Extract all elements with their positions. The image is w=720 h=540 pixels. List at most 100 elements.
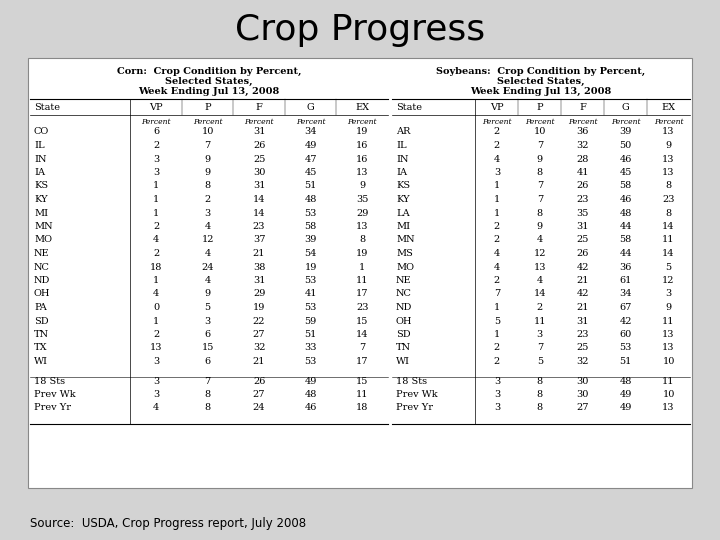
Text: 48: 48: [305, 195, 317, 204]
Text: 3: 3: [494, 403, 500, 413]
Text: 8: 8: [204, 390, 211, 399]
Text: 21: 21: [253, 249, 266, 258]
Text: Percent: Percent: [568, 118, 598, 126]
Text: Percent: Percent: [296, 118, 325, 126]
Text: 32: 32: [577, 357, 589, 366]
Text: 4: 4: [494, 249, 500, 258]
Text: ND: ND: [34, 276, 50, 285]
Text: 13: 13: [534, 262, 546, 272]
Text: 10: 10: [662, 390, 675, 399]
Text: 4: 4: [536, 276, 543, 285]
Text: Percent: Percent: [348, 118, 377, 126]
Text: 25: 25: [577, 343, 589, 353]
Text: 7: 7: [494, 289, 500, 299]
Text: 25: 25: [577, 235, 589, 245]
Text: 23: 23: [253, 222, 266, 231]
Text: 15: 15: [202, 343, 214, 353]
Text: 13: 13: [150, 343, 162, 353]
Text: Percent: Percent: [654, 118, 683, 126]
Text: 16: 16: [356, 141, 369, 150]
Text: 2: 2: [153, 222, 159, 231]
Text: MS: MS: [396, 249, 413, 258]
Text: 13: 13: [662, 154, 675, 164]
Text: 33: 33: [305, 343, 317, 353]
Text: Prev Wk: Prev Wk: [396, 390, 438, 399]
Text: 4: 4: [494, 262, 500, 272]
Text: 8: 8: [536, 376, 543, 386]
Text: IN: IN: [396, 154, 408, 164]
Text: WI: WI: [34, 357, 48, 366]
Text: 2: 2: [494, 357, 500, 366]
Text: 0: 0: [153, 303, 159, 312]
Text: 9: 9: [204, 168, 211, 177]
Text: 14: 14: [662, 249, 675, 258]
Text: 3: 3: [153, 376, 159, 386]
Text: 7: 7: [204, 376, 211, 386]
Text: 9: 9: [536, 154, 543, 164]
Text: 21: 21: [577, 303, 589, 312]
Text: 9: 9: [204, 154, 211, 164]
Text: 53: 53: [619, 343, 632, 353]
Text: 39: 39: [305, 235, 317, 245]
Text: 4: 4: [536, 235, 543, 245]
Text: 5: 5: [536, 357, 543, 366]
Text: 26: 26: [253, 376, 265, 386]
Text: TN: TN: [396, 343, 411, 353]
Text: 11: 11: [534, 316, 546, 326]
Text: KY: KY: [396, 195, 410, 204]
Text: 3: 3: [494, 168, 500, 177]
Text: 3: 3: [204, 316, 211, 326]
Text: 29: 29: [253, 289, 265, 299]
Text: Selected States,: Selected States,: [498, 77, 585, 85]
Text: 35: 35: [577, 208, 589, 218]
Text: 5: 5: [494, 316, 500, 326]
Text: Percent: Percent: [244, 118, 274, 126]
Text: 4: 4: [494, 154, 500, 164]
Text: 45: 45: [619, 168, 632, 177]
Text: MO: MO: [396, 262, 414, 272]
Text: 51: 51: [619, 357, 632, 366]
Text: 5: 5: [665, 262, 672, 272]
Text: 60: 60: [619, 330, 631, 339]
Text: 14: 14: [356, 330, 369, 339]
Text: 37: 37: [253, 235, 266, 245]
Text: 2: 2: [153, 330, 159, 339]
Text: IL: IL: [34, 141, 45, 150]
Text: 17: 17: [356, 357, 369, 366]
Text: 11: 11: [356, 276, 369, 285]
Text: 13: 13: [356, 222, 369, 231]
Text: 59: 59: [305, 316, 317, 326]
Text: 31: 31: [253, 181, 266, 191]
Text: Percent: Percent: [611, 118, 641, 126]
Text: 31: 31: [577, 222, 589, 231]
Text: Prev Wk: Prev Wk: [34, 390, 76, 399]
Text: 29: 29: [356, 208, 369, 218]
Text: 19: 19: [305, 262, 317, 272]
Text: 30: 30: [253, 168, 265, 177]
Text: 10: 10: [534, 127, 546, 137]
Text: MO: MO: [34, 235, 52, 245]
Text: 58: 58: [619, 235, 631, 245]
Text: 35: 35: [356, 195, 369, 204]
Text: VP: VP: [149, 103, 163, 111]
Text: 42: 42: [619, 316, 632, 326]
Text: Source:  USDA, Crop Progress report, July 2008: Source: USDA, Crop Progress report, July…: [30, 517, 306, 530]
Text: 2: 2: [204, 195, 211, 204]
Text: 41: 41: [305, 289, 317, 299]
Text: 6: 6: [153, 127, 159, 137]
Text: IA: IA: [396, 168, 407, 177]
Text: 14: 14: [662, 222, 675, 231]
Text: 13: 13: [662, 168, 675, 177]
Text: 3: 3: [153, 390, 159, 399]
Text: 23: 23: [356, 303, 369, 312]
Text: 32: 32: [577, 141, 589, 150]
Text: 11: 11: [662, 235, 675, 245]
Text: 2: 2: [494, 127, 500, 137]
Text: 46: 46: [305, 403, 317, 413]
Text: 7: 7: [536, 141, 543, 150]
Text: 53: 53: [305, 208, 317, 218]
Text: IL: IL: [396, 141, 407, 150]
Text: AR: AR: [396, 127, 410, 137]
Text: 5: 5: [204, 303, 211, 312]
Text: 2: 2: [153, 249, 159, 258]
